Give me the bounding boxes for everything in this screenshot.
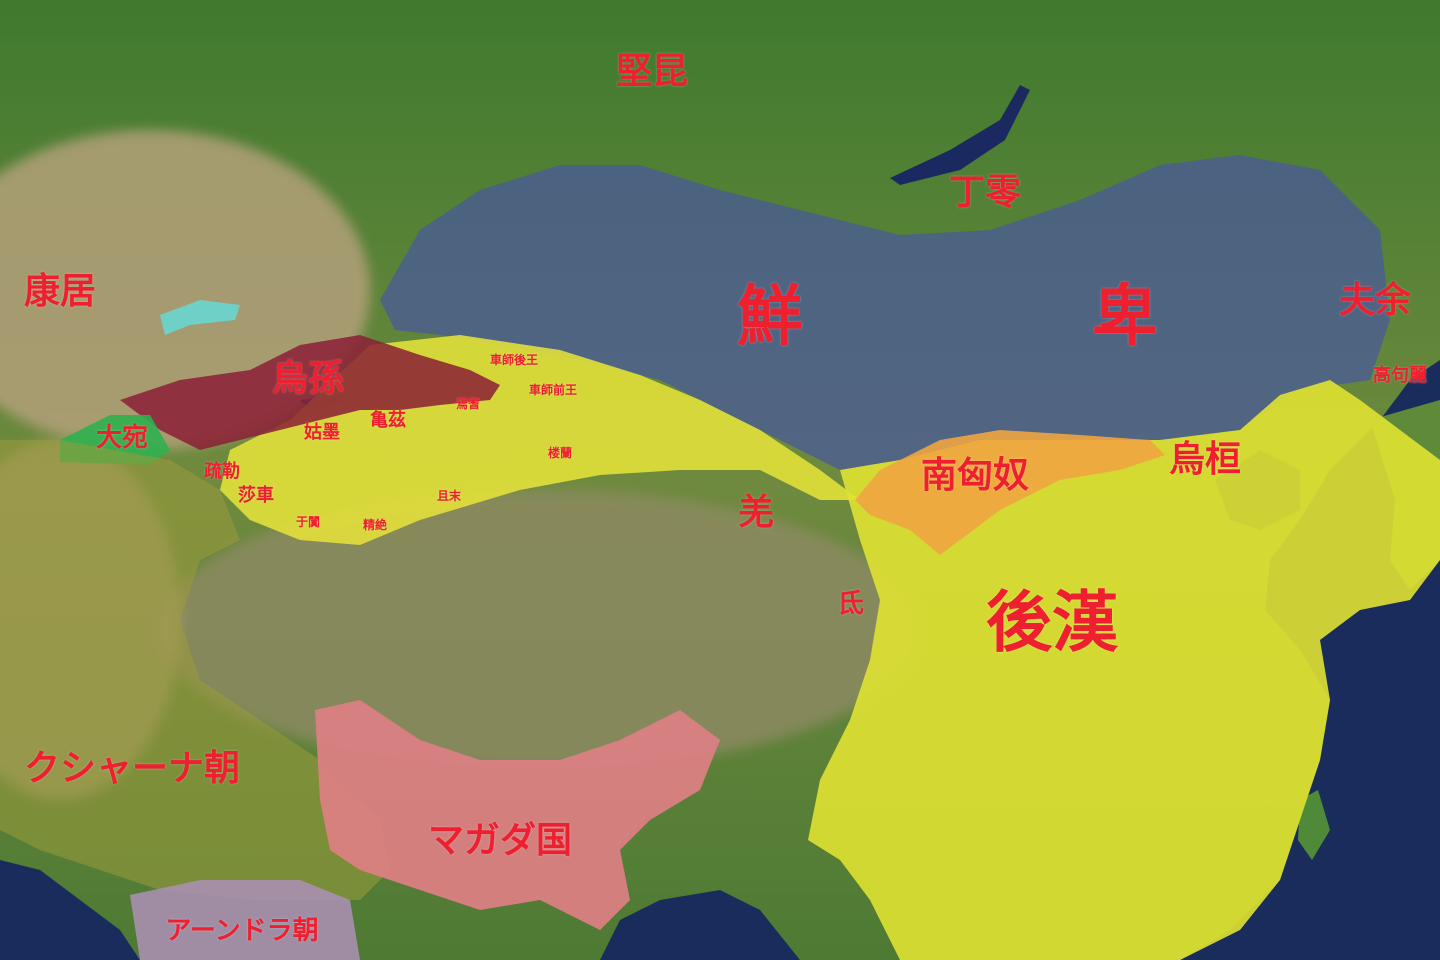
label-magadha: マガダ国 — [427, 819, 573, 861]
label-jushi-qian: 車師前王 — [528, 383, 578, 397]
label-dingling: 丁零 — [948, 171, 1022, 213]
lake-baikal — [890, 85, 1030, 185]
label-yutian: 于闐 — [295, 515, 321, 529]
label-goguryeo: 高句麗 — [1373, 365, 1427, 386]
label-loulan: 楼蘭 — [547, 446, 573, 460]
label-yanqi: 焉耆 — [455, 397, 481, 411]
label-shule: 疏勒 — [204, 461, 240, 482]
label-kangju: 康居 — [23, 270, 97, 312]
label-jushi-hou: 車師後王 — [489, 353, 539, 367]
label-dayuan: 大宛 — [95, 423, 149, 453]
region-andhra — [130, 880, 360, 960]
region-magadha — [315, 700, 720, 930]
taiwan — [1298, 790, 1330, 860]
label-qiuci: 亀茲 — [370, 410, 406, 431]
aral-sea — [160, 300, 240, 335]
arabian-sea — [0, 860, 140, 960]
label-xianbei-1: 鮮 — [737, 277, 803, 355]
region-xianbei — [380, 155, 1390, 470]
label-shache: 莎車 — [238, 485, 274, 506]
label-jiankun: 堅昆 — [615, 50, 689, 92]
label-di: 氐 — [837, 589, 865, 619]
label-jingjue: 精絶 — [362, 518, 388, 532]
label-kushan: クシャーナ朝 — [23, 747, 241, 789]
tibet-plateau — [160, 490, 920, 770]
label-qiang: 羌 — [737, 491, 775, 533]
label-gumo: 姑墨 — [304, 422, 340, 443]
region-southern-xiongnu — [855, 430, 1165, 555]
label-xianbei-2: 卑 — [1092, 277, 1158, 355]
label-wusun: 烏孫 — [271, 357, 345, 399]
label-wuhuan: 烏桓 — [1168, 438, 1242, 480]
region-wusun — [120, 335, 500, 450]
label-fuyu: 夫余 — [1338, 279, 1412, 321]
label-later-han: 後漢 — [986, 583, 1118, 661]
label-qiemo: 且末 — [436, 489, 462, 503]
label-andhra: アーンドラ朝 — [165, 916, 319, 946]
label-southern-xiongnu: 南匈奴 — [920, 454, 1030, 496]
region-kushan — [0, 440, 390, 900]
bay-of-bengal — [600, 890, 800, 960]
